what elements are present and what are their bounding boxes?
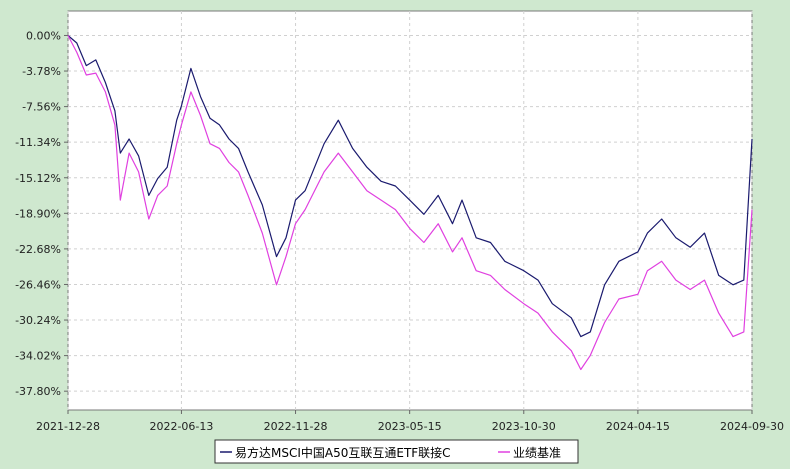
x-tick-label: 2023-10-30 <box>492 420 556 433</box>
series-line-1 <box>67 35 753 371</box>
y-tick-label: -11.34% <box>15 136 61 149</box>
legend: 易方达MSCI中国A50互联互通ETF联接C 业绩基准 <box>214 439 579 464</box>
y-tick-label: -15.12% <box>15 172 61 185</box>
y-tick-label: -37.80% <box>15 385 61 398</box>
x-tick-label: 2022-11-28 <box>264 420 328 433</box>
y-tick-label: -30.24% <box>15 314 61 327</box>
x-tick-label: 2024-09-30 <box>720 420 784 433</box>
y-tick-label: -18.90% <box>15 207 61 220</box>
x-axis-ticks: 2021-12-28 2022-06-13 2022-11-28 2023-05-15… <box>36 410 784 433</box>
y-tick-label: 0.00% <box>26 29 61 42</box>
legend-box <box>214 439 579 464</box>
x-tick-label: 2023-05-15 <box>378 420 442 433</box>
x-tick-label: 2021-12-28 <box>36 420 100 433</box>
y-tick-label: -34.02% <box>15 350 61 363</box>
series-line-0 <box>67 35 753 338</box>
legend-label-fund: 易方达MSCI中国A50互联互通ETF联接C <box>235 445 451 460</box>
y-tick-label: -22.68% <box>15 243 61 256</box>
x-tick-label: 2022-06-13 <box>149 420 213 433</box>
y-tick-label: -7.56% <box>22 101 61 114</box>
legend-label-benchmark: 业绩基准 <box>513 446 561 460</box>
x-tick-label: 2024-04-15 <box>606 420 670 433</box>
y-tick-label: -3.78% <box>22 65 61 78</box>
series-lines <box>67 35 753 371</box>
y-axis-ticks: 0.00% -3.78% -7.56% -11.34% -15.12% -18.90% -2… <box>15 29 68 398</box>
y-tick-label: -26.46% <box>15 278 61 291</box>
